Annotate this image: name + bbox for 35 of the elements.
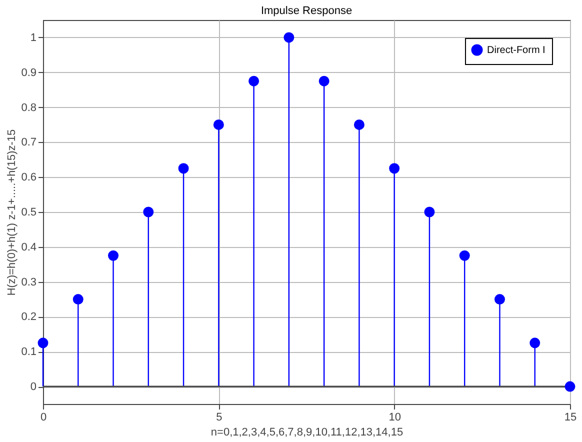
y-tick-label: 0.3 <box>21 276 36 288</box>
x-tick-label: 0 <box>40 412 47 424</box>
point <box>72 294 84 305</box>
x-axis-title: n=0,1,2,3,4,5,6,7,8,9,10,11,12,13,14,15 <box>210 426 404 438</box>
point <box>318 76 330 86</box>
point <box>178 163 189 174</box>
point <box>354 119 364 130</box>
x-tick-label: 15 <box>564 412 577 424</box>
chart-title: Impulse Response <box>260 5 352 17</box>
point <box>38 338 48 348</box>
y-tick-label: 0.7 <box>21 136 36 149</box>
y-tick-label: 0.8 <box>21 102 36 114</box>
point <box>248 76 260 86</box>
point <box>564 381 576 392</box>
point <box>284 32 294 43</box>
legend-label: Direct-Form I <box>487 45 546 56</box>
point <box>213 119 224 130</box>
point <box>108 250 119 261</box>
y-tick-label: 0.6 <box>21 172 36 184</box>
point <box>530 338 540 348</box>
y-tick-label: 0.1 <box>21 346 36 358</box>
x-tick-label: 10 <box>388 412 401 424</box>
y-tick-label: 0 <box>30 381 36 394</box>
point <box>424 206 435 218</box>
x-tick-label: 5 <box>216 412 222 424</box>
y-tick-label: 0.9 <box>21 66 36 79</box>
y-tick-label: 0.2 <box>21 311 36 324</box>
y-tick-label: 0.5 <box>21 206 36 218</box>
y-tick-label: 0.4 <box>21 241 36 254</box>
point <box>494 294 505 305</box>
y-tick-label: 1 <box>30 32 36 44</box>
point <box>143 206 154 218</box>
point <box>389 163 400 174</box>
y-axis-title: H(z)=h(0)+h(1) z-1+.....+h(15)z-15 <box>6 129 18 296</box>
point <box>459 250 470 261</box>
